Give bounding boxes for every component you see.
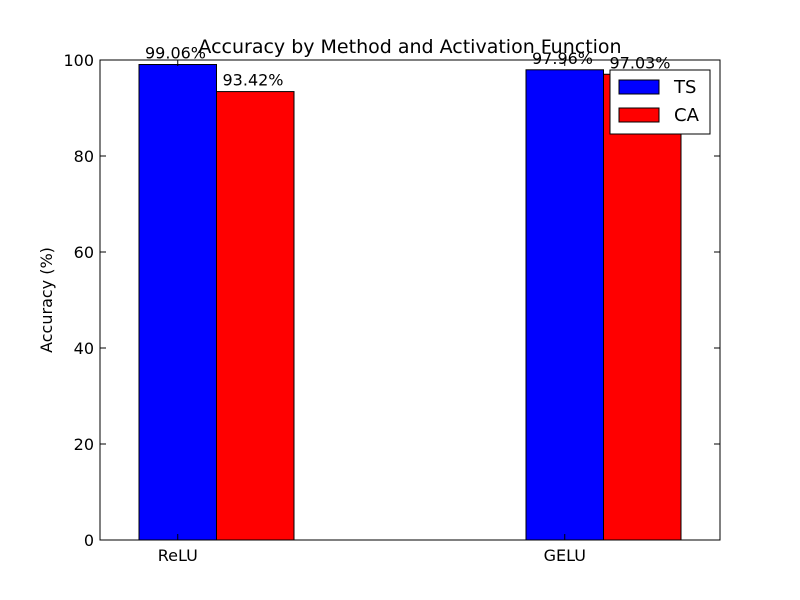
legend-swatch-ca <box>618 107 660 123</box>
x-tick-label-gelu: GELU <box>544 546 586 565</box>
y-axis-label: Accuracy (%) <box>37 247 56 353</box>
plot-frame <box>99 59 721 541</box>
y-tick-label: 0 <box>84 531 94 550</box>
bar-ts-relu <box>138 64 217 541</box>
y-tick-label: 20 <box>74 435 94 454</box>
plot-area: 99.06% 97.96% 93.42% 97.03% 0 20 40 60 80 100 ReLU… <box>63 44 721 565</box>
y-tick-label: 80 <box>74 147 94 166</box>
data-label-ca-relu: 93.42% <box>223 71 284 90</box>
y-tick-label: 60 <box>74 243 94 262</box>
chart-title: Accuracy by Method and Activation Functi… <box>198 36 621 58</box>
bar-ca-relu <box>216 91 295 541</box>
bar-ts-gelu <box>525 69 604 541</box>
data-label-ts-relu: 99.06% <box>145 44 206 63</box>
bar-ca-gelu <box>603 73 682 541</box>
data-label-ts-gelu: 97.96% <box>532 49 593 68</box>
legend-swatch-ts <box>618 79 660 95</box>
x-tick-label-relu: ReLU <box>158 546 198 565</box>
legend-label-ca: CA <box>674 105 700 126</box>
y-tick-label: 40 <box>74 339 94 358</box>
data-label-ca-gelu: 97.03% <box>610 53 671 72</box>
y-tick-label: 100 <box>63 51 94 70</box>
legend-label-ts: TS <box>673 77 696 98</box>
